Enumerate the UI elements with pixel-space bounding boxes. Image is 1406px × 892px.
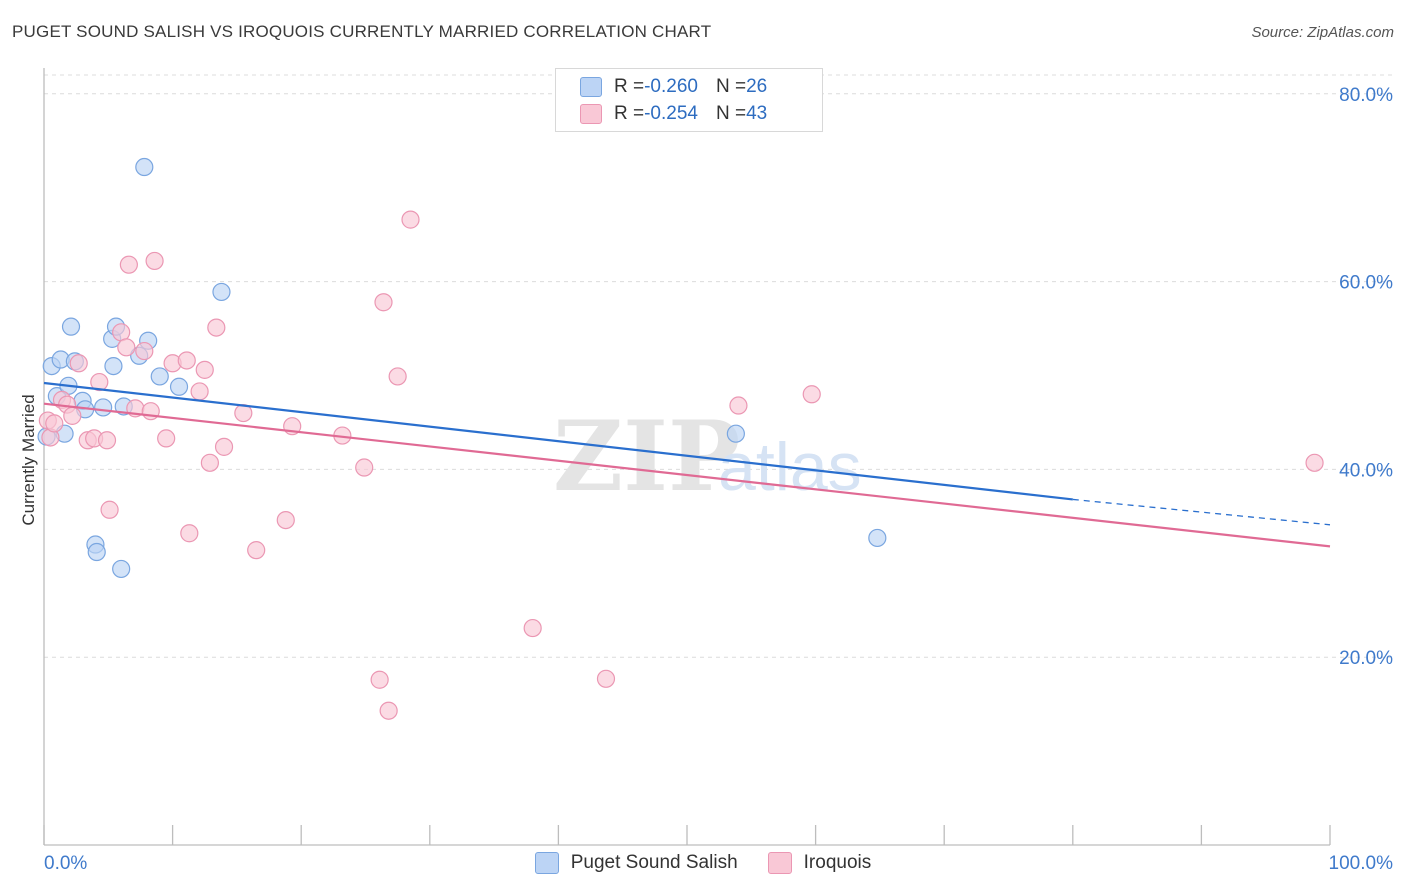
puget-point [868,528,887,548]
y-tick-label: 60.0% [1339,273,1393,294]
legend-r-value: -0.254 [644,103,698,124]
legend-n-value: 43 [746,103,768,124]
puget-point [169,377,189,396]
legend-r-label: R = [614,103,645,124]
iroquois-point [729,396,748,415]
legend-swatch-pink [580,104,602,124]
chart-source: Source: ZipAtlas.com [1251,24,1394,41]
iroquois-point [135,341,154,361]
iroquois-point [207,318,226,337]
puget-point [112,559,131,579]
legend-item-iroquois: Iroquois [767,852,872,874]
x-tick-label: 0.0% [44,853,87,874]
y-tick-label: 40.0% [1339,460,1393,481]
iroquois-point [90,372,109,392]
legend-n-label: N = [715,76,747,97]
legend-item-puget-sound-salish: Puget Sound Salish [534,852,738,874]
iroquois-point [177,351,196,370]
iroquois-point [112,323,131,342]
watermark-zip: ZIP [553,400,740,513]
series-legend: Puget Sound Salish Iroquois [0,852,1406,874]
legend-n-label: N = [715,103,747,124]
puget-point [726,424,745,443]
legend-label: Iroquois [803,852,872,873]
iroquois-point [1305,453,1324,472]
x-tick-label: 100.0% [1329,853,1394,874]
y-tick-label: 20.0% [1339,648,1393,669]
iroquois-point [523,618,542,638]
puget-trendline [43,381,1073,501]
iroquois-point [200,453,219,472]
y-tick-label: 80.0% [1339,85,1393,106]
iroquois-point [195,360,214,379]
puget-point [87,542,106,562]
legend-r-label: R = [614,76,645,97]
iroquois-point [100,500,119,519]
iroquois-trendline [43,402,1331,548]
correlation-legend: R = -0.260 N = 26 R = -0.254 N = 43 [555,68,823,132]
iroquois-point [214,437,234,456]
iroquois-point [276,510,295,530]
legend-r-value: -0.260 [644,76,698,97]
y-axis-label: Currently Married [19,394,38,525]
puget-point [94,398,113,417]
legend-n-value: 26 [746,76,768,97]
iroquois-point [379,701,398,720]
iroquois-point [69,354,88,373]
legend-swatch-blue [534,852,559,874]
iroquois-point [97,431,117,450]
legend-row-puget: R = -0.260 N = 26 [580,74,767,100]
puget-point [150,367,169,386]
legend-row-iroquois: R = -0.254 N = 43 [580,101,767,127]
iroquois-point [388,367,407,386]
iroquois-point [180,524,199,543]
iroquois-point [119,255,138,274]
iroquois-point [596,669,616,688]
puget-point [212,282,231,302]
iroquois-point [401,210,420,229]
iroquois-point [247,541,266,560]
iroquois-point [45,414,64,433]
puget-trendline-extension [1072,498,1331,526]
iroquois-point [145,251,164,271]
iroquois-point [190,382,209,401]
iroquois-point [157,429,176,448]
puget-point [61,317,81,336]
legend-swatch-pink [767,852,792,874]
iroquois-point [370,670,389,689]
iroquois-point [117,338,136,357]
puget-point [104,356,123,376]
puget-point [135,157,154,177]
iroquois-point [802,385,821,404]
iroquois-point [355,458,374,477]
iroquois-point [374,293,393,312]
legend-label: Puget Sound Salish [570,852,738,873]
iroquois-point [63,406,82,425]
chart-title: PUGET SOUND SALISH VS IROQUOIS CURRENTLY… [12,22,712,41]
legend-swatch-blue [580,77,602,97]
